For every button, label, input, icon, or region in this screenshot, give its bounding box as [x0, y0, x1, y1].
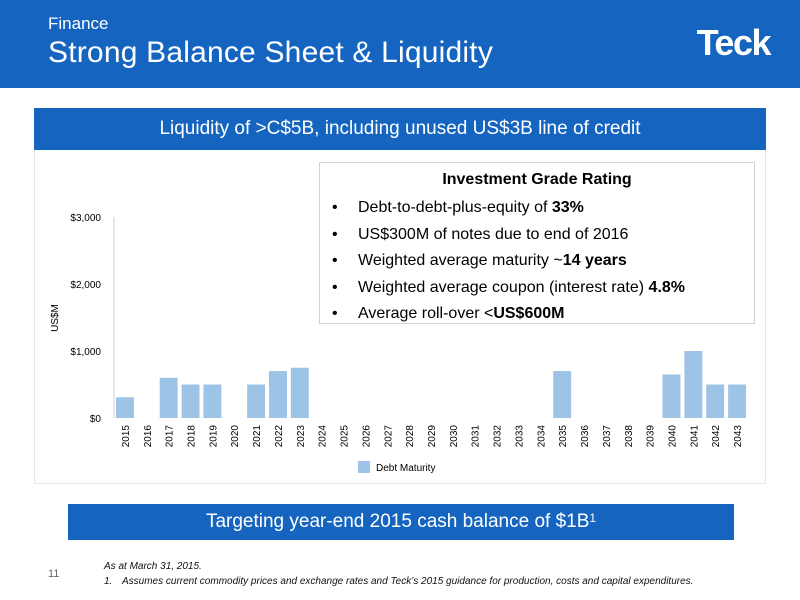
x-tick-label: 2043: [733, 425, 744, 448]
rating-item: • Weighted average coupon (interest rate)…: [320, 275, 754, 302]
x-tick-label: 2026: [361, 425, 372, 448]
footnote-text: Assumes current commodity prices and exc…: [122, 576, 694, 587]
x-tick-label: 2030: [449, 425, 460, 448]
rating-item-value: 33%: [551, 199, 584, 216]
x-tick-label: 2040: [667, 425, 678, 448]
bar-2035: [553, 371, 572, 418]
bullet-glyph: •: [332, 225, 338, 243]
bar-2041: [684, 351, 703, 418]
y-tick-label: $0: [90, 414, 102, 425]
bar-2015: [115, 397, 134, 418]
bar-2018: [181, 384, 200, 418]
rating-item: • Average roll-over <US$600M: [320, 301, 754, 328]
investment-grade-rating-box: Investment Grade Rating • Debt-to-debt-pl…: [319, 162, 755, 324]
rating-item-text: Weighted average coupon (interest rate): [358, 278, 649, 296]
bullet-glyph: •: [332, 199, 338, 216]
rating-item-text: Weighted average maturity ~: [358, 252, 563, 269]
footnote-1: 1. Assumes current commodity prices and e…: [104, 576, 693, 587]
x-tick-label: 2042: [711, 425, 722, 448]
x-tick-label: 2024: [318, 425, 329, 448]
x-tick-label: 2028: [405, 425, 416, 448]
rating-item-value: US$600M: [493, 305, 565, 322]
liquidity-banner: Liquidity of >C$5B, including unused US$…: [34, 108, 766, 150]
x-tick-label: 2023: [296, 425, 307, 448]
bar-2040: [662, 374, 681, 418]
x-tick-label: 2025: [340, 425, 351, 448]
bar-2017: [159, 377, 178, 418]
rating-item: • Weighted average maturity ~14 years: [320, 248, 754, 275]
rating-list: • Debt-to-debt-plus-equity of 33% • US$300M…: [320, 195, 754, 328]
legend-label: Debt Maturity: [376, 463, 435, 474]
x-tick-label: 2033: [514, 425, 525, 448]
bullet-glyph: •: [332, 278, 338, 296]
legend: Debt Maturity: [358, 461, 435, 474]
y-axis-title: US$M: [50, 304, 61, 332]
cash-target-text: Targeting year-end 2015 cash balance of …: [205, 511, 590, 532]
page-number: 11: [48, 568, 60, 580]
cash-target-banner: Targeting year-end 2015 cash balance of …: [68, 504, 734, 540]
footnote-date: As at March 31, 2015.: [104, 561, 202, 572]
x-tick-label: 2015: [121, 425, 132, 448]
x-tick-label: 2020: [230, 425, 241, 448]
x-tick-label: 2029: [427, 425, 438, 448]
rating-item: • Debt-to-debt-plus-equity of 33%: [320, 195, 754, 222]
x-tick-label: 2039: [646, 425, 657, 448]
x-tick-label: 2017: [165, 425, 176, 448]
bar-2021: [247, 384, 266, 418]
rating-item-text: US$300M of notes due to end of 2016: [358, 225, 629, 243]
x-tick-label: 2018: [187, 425, 198, 448]
rating-item-text: Debt-to-debt-plus-equity of: [358, 199, 552, 216]
bar-2019: [203, 384, 222, 418]
bullet-glyph: •: [332, 305, 338, 322]
x-axis-labels: 2015 2016 2017 2018 2019 2020 2021 2022 2023 2024…: [121, 425, 744, 448]
footnote-number: 1.: [104, 576, 113, 587]
bar-2022: [269, 371, 287, 418]
x-tick-label: 2021: [252, 425, 263, 448]
rating-box-title: Investment Grade Rating: [442, 171, 632, 188]
x-tick-label: 2037: [602, 425, 613, 448]
x-tick-label: 2034: [536, 425, 547, 448]
section-label: Finance: [48, 14, 109, 33]
bar-2042: [706, 384, 725, 418]
x-tick-label: 2016: [143, 425, 154, 448]
x-tick-label: 2022: [274, 425, 285, 448]
header-bar: Finance Strong Balance Sheet & Liquidity…: [0, 0, 800, 88]
x-tick-label: 2041: [689, 425, 700, 448]
y-axis: $0 $1,000 $2,000 $3,000 US$M: [50, 213, 115, 425]
bullet-glyph: •: [332, 252, 338, 269]
legend-swatch: [358, 461, 370, 473]
x-tick-label: 2032: [493, 425, 504, 448]
bar-2043: [728, 384, 747, 418]
rating-item-text: Average roll-over <: [358, 305, 494, 322]
footnote-marker: 1: [589, 511, 597, 525]
y-tick-label: $2,000: [70, 280, 101, 291]
bars: [115, 351, 747, 418]
rating-item: • US$300M of notes due to end of 2016: [320, 222, 754, 249]
x-tick-label: 2036: [580, 425, 591, 448]
teck-logo: Teck: [696, 22, 772, 63]
slide-title: Strong Balance Sheet & Liquidity: [48, 36, 494, 69]
x-tick-label: 2031: [471, 425, 482, 448]
x-tick-label: 2027: [383, 425, 394, 448]
rating-item-value: 14 years: [562, 252, 627, 269]
x-tick-label: 2035: [558, 425, 569, 448]
y-tick-label: $3,000: [70, 213, 101, 224]
x-tick-label: 2019: [208, 425, 219, 448]
bar-2023: [290, 367, 309, 418]
rating-item-value: 4.8%: [648, 278, 686, 296]
y-tick-label: $1,000: [70, 347, 101, 358]
x-tick-label: 2038: [624, 425, 635, 448]
